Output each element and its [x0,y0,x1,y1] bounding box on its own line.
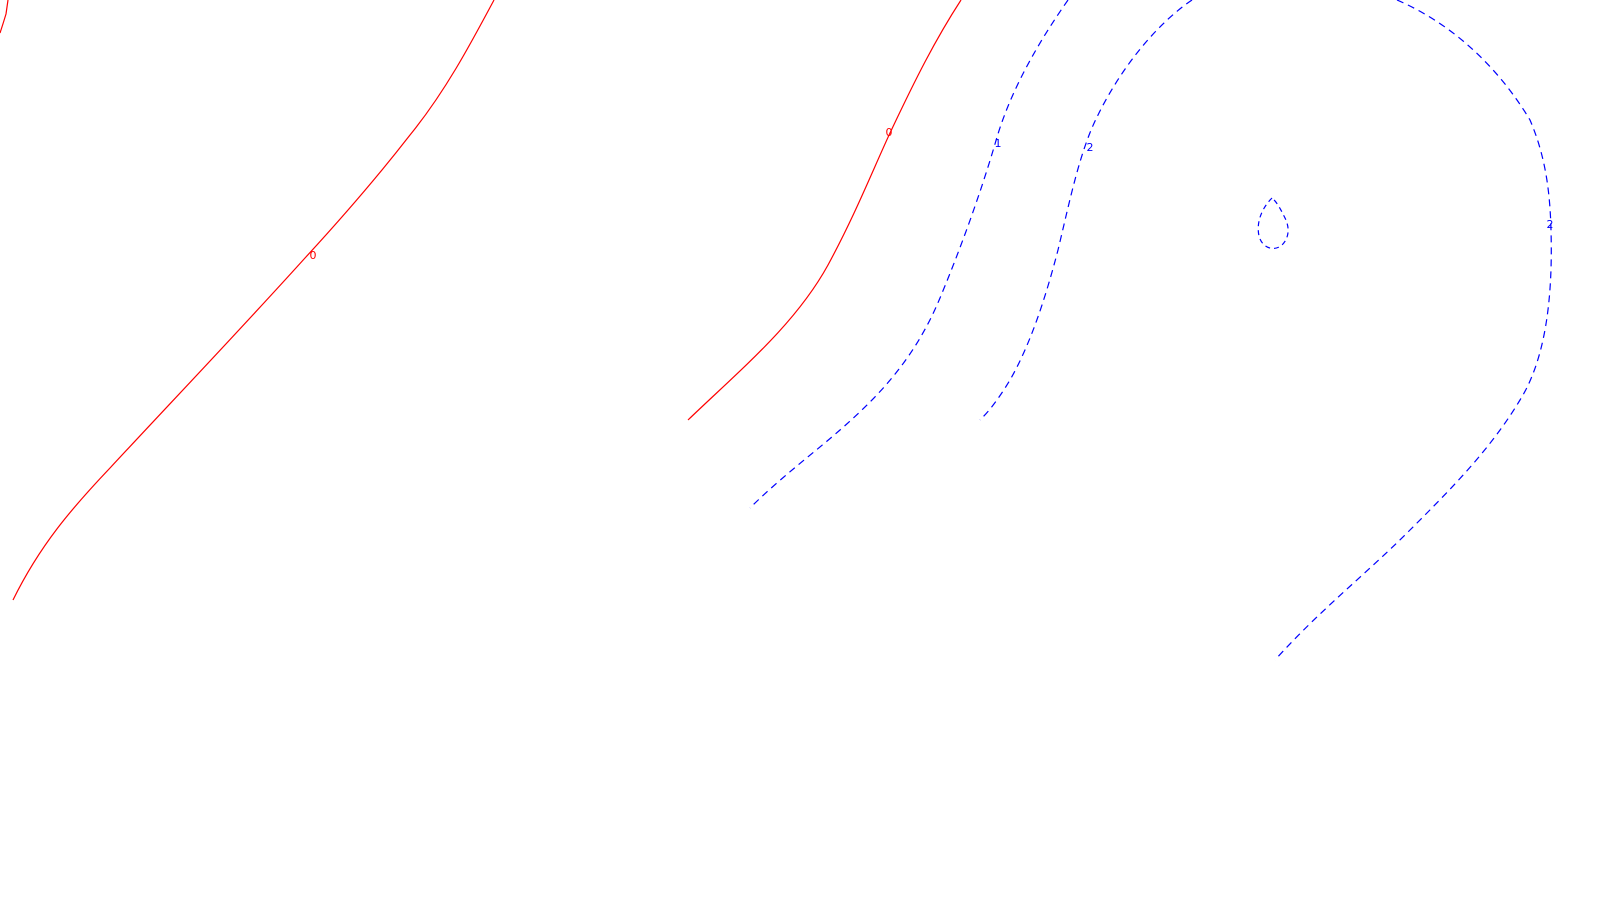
contour-line-group-level-2: 2 2 [979,0,1554,661]
contour-label-level-2-b: 2 [1547,218,1554,231]
contour-line-group-level-1: 1 [749,0,1069,509]
contour-label-level-0-a: 0 [310,249,317,262]
contour-line-group-level-0: 0 0 [0,0,962,601]
contour-line-2-inner [979,0,1193,421]
contour-label-level-2-a: 2 [1087,141,1094,154]
contour-label-level-0-b: 0 [886,126,893,139]
contour-label-level-1: 1 [995,137,1002,150]
contour-line-0-right [687,0,962,421]
contour-line-2-closed-loop [1257,197,1289,249]
contour-line-0-left-main [12,0,495,601]
contour-line-2-outer [1274,0,1552,661]
contour-line-1 [749,0,1069,509]
contour-line-0-left [0,0,9,34]
